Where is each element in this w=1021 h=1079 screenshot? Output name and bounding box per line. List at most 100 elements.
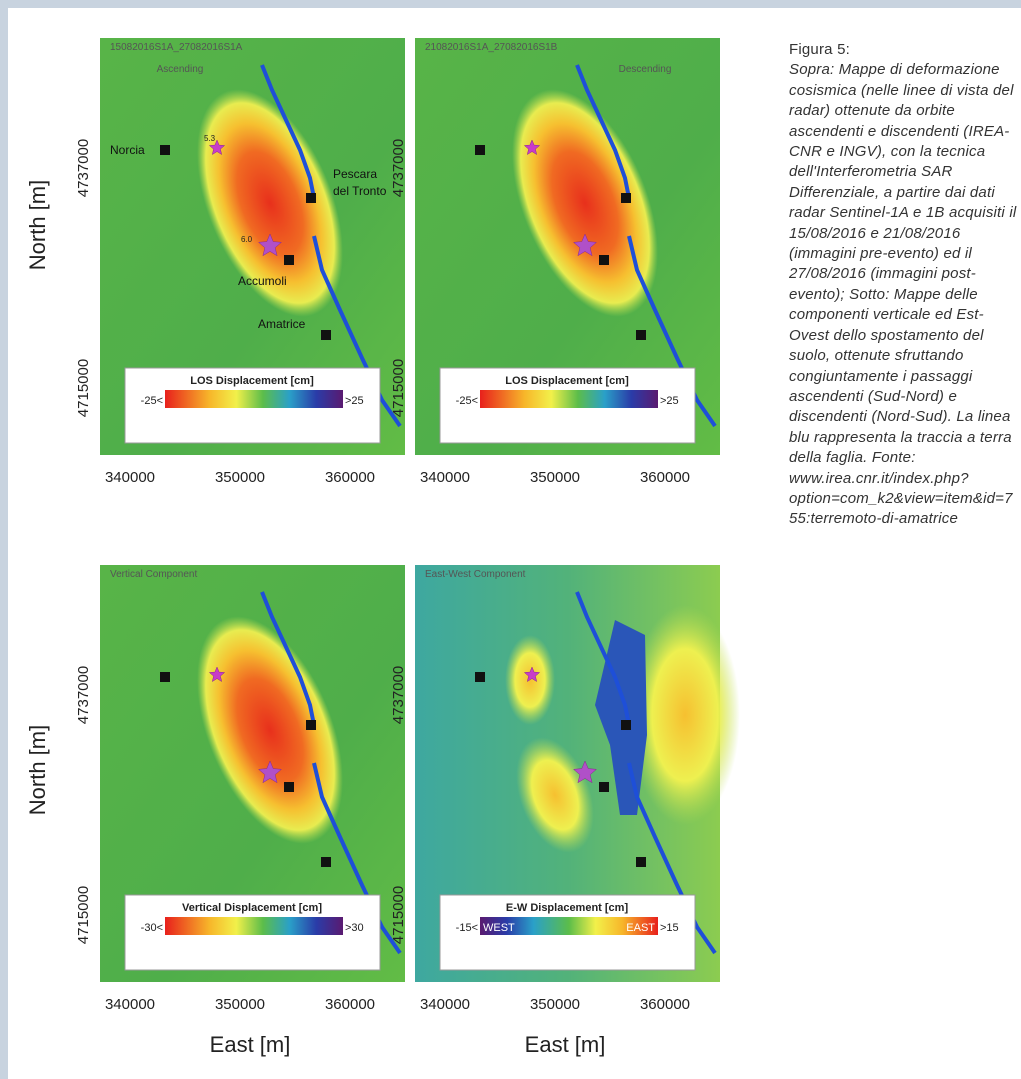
town-marker (599, 782, 609, 792)
deformation-area (512, 89, 658, 317)
y-tick-label: 4737000 (75, 139, 92, 197)
x-tick-label: 340000 (105, 996, 155, 1013)
colorbar-min: -25< (456, 395, 478, 407)
panel-header: 15082016S1A_27082016S1A (110, 42, 243, 53)
magnitude-label: 6.0 (241, 235, 253, 244)
deformation-area (516, 737, 594, 853)
panel-header: East-West Component (425, 569, 526, 580)
fault-line (312, 762, 402, 955)
map-panel: 15082016S1A_27082016S1A Ascending LOS Disp… (75, 38, 405, 486)
colorbar-min: -30< (141, 922, 163, 934)
y-tick-label: 4737000 (390, 666, 407, 724)
x-tick-label: 340000 (420, 996, 470, 1013)
epicenter-star (572, 233, 598, 257)
place-label: Amatrice (258, 317, 306, 331)
map-panel: 21082016S1A_27082016S1B Descending LOS Dis… (390, 38, 720, 486)
colorbar-east: EAST (626, 922, 655, 934)
panel-subheader: Ascending (157, 64, 204, 75)
colorbar-min: -25< (141, 395, 163, 407)
y-tick-label: 4715000 (75, 886, 92, 944)
x-tick-label: 340000 (105, 469, 155, 486)
y-tick-label: 4715000 (390, 886, 407, 944)
deformation-area (197, 616, 343, 844)
colorbar-west: WEST (483, 922, 515, 934)
x-tick-label: 350000 (530, 469, 580, 486)
y-tick-label: 4737000 (390, 139, 407, 197)
colorbar-max: >25 (660, 395, 679, 407)
fault-line (627, 762, 717, 955)
x-tick-label: 350000 (530, 996, 580, 1013)
colorbar (165, 917, 343, 935)
colorbar-title: LOS Displacement [cm] (190, 375, 314, 387)
epicenter-star (572, 760, 598, 784)
place-label: Norcia (110, 143, 145, 157)
colorbar-min: -15< (456, 922, 478, 934)
x-tick-label: 340000 (420, 469, 470, 486)
x-tick-label: 350000 (215, 469, 265, 486)
place-label: Accumoli (238, 274, 287, 288)
deformation-area (630, 605, 740, 825)
map-panel: East-West Component E-W Displacement [cm]… (390, 565, 740, 1013)
epicenter-star (257, 233, 283, 257)
y-tick-label: 4715000 (75, 359, 92, 417)
caption: Figura 5: Sopra: Mappe di deformazione co… (789, 40, 1017, 530)
panel-header: Vertical Component (110, 569, 197, 580)
colorbar-max: >25 (345, 395, 364, 407)
town-marker (475, 672, 485, 682)
x-axis-label: East [m] (525, 1032, 606, 1057)
y-axis-label: North [m] (25, 180, 50, 270)
epicenter-star (208, 666, 226, 683)
x-tick-label: 360000 (640, 469, 690, 486)
town-marker (599, 255, 609, 265)
y-axis-label: North [m] (25, 725, 50, 815)
panel-subheader: Descending (619, 64, 672, 75)
town-marker (321, 857, 331, 867)
town-marker (475, 145, 485, 155)
town-marker (284, 255, 294, 265)
colorbar-title: LOS Displacement [cm] (505, 375, 629, 387)
town-marker (306, 193, 316, 203)
panel-header: 21082016S1A_27082016S1B (425, 42, 558, 53)
fault-line (575, 591, 631, 726)
x-tick-label: 360000 (640, 996, 690, 1013)
town-marker (621, 193, 631, 203)
colorbar-max: >30 (345, 922, 364, 934)
deformation-area (595, 620, 647, 815)
place-label: Pescara (333, 167, 377, 181)
fault-line (260, 64, 316, 199)
deformation-area (197, 89, 343, 317)
epicenter-star (208, 139, 226, 156)
colorbar-title: Vertical Displacement [cm] (182, 902, 322, 914)
y-tick-label: 4715000 (390, 359, 407, 417)
fault-line (627, 235, 717, 428)
epicenter-star (523, 139, 541, 156)
town-marker (160, 672, 170, 682)
colorbar-title: E-W Displacement [cm] (506, 902, 629, 914)
x-tick-label: 360000 (325, 996, 375, 1013)
colorbar (480, 917, 658, 935)
epicenter-star (523, 666, 541, 683)
map-panel: Vertical Component Vertical Displacement … (75, 565, 405, 1013)
caption-label: Figura 5: (789, 41, 850, 58)
y-tick-label: 4737000 (75, 666, 92, 724)
x-axis-label: East [m] (210, 1032, 291, 1057)
fault-line (575, 64, 631, 199)
colorbar-max: >15 (660, 922, 679, 934)
town-marker (636, 857, 646, 867)
fault-line (260, 591, 316, 726)
x-tick-label: 360000 (325, 469, 375, 486)
town-marker (621, 720, 631, 730)
x-tick-label: 350000 (215, 996, 265, 1013)
town-marker (306, 720, 316, 730)
magnitude-label: 5.3 (204, 134, 216, 143)
place-label: del Tronto (333, 184, 387, 198)
town-marker (636, 330, 646, 340)
epicenter-star (257, 760, 283, 784)
town-marker (160, 145, 170, 155)
fault-line (312, 235, 402, 428)
town-marker (321, 330, 331, 340)
caption-text: Sopra: Mappe di deformazione cosismica (… (789, 61, 1017, 528)
colorbar (165, 390, 343, 408)
